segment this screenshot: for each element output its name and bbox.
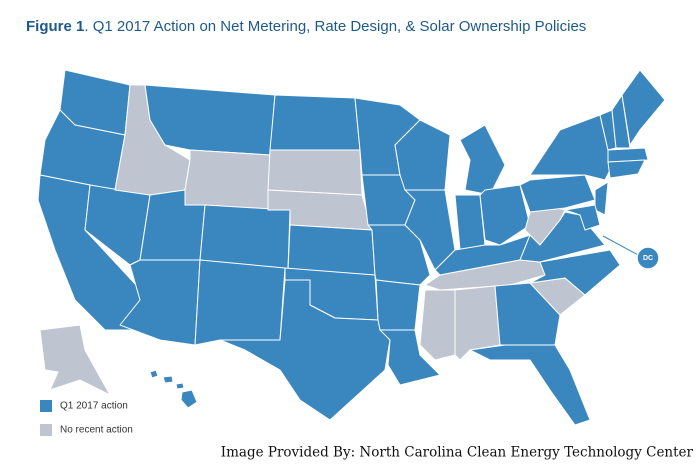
state [184, 149, 271, 211]
state [175, 382, 185, 390]
state [375, 279, 421, 331]
state [144, 84, 276, 156]
state [419, 289, 456, 361]
state [267, 149, 363, 196]
state [529, 114, 611, 181]
state [611, 94, 631, 149]
state [194, 259, 286, 346]
figure-title-text: . Q1 2017 Action on Net Metering, Rate D… [84, 18, 586, 35]
dc-marker [636, 246, 660, 270]
state [269, 94, 361, 151]
state [180, 389, 198, 409]
state [607, 159, 646, 179]
state [607, 147, 649, 163]
state [162, 375, 174, 384]
figure-label: Figure 1 [26, 18, 84, 35]
state [199, 204, 291, 271]
state [459, 124, 506, 196]
dc-leader [602, 235, 641, 257]
legend-swatch [40, 400, 52, 412]
legend-label: No recent action [60, 425, 133, 436]
state [564, 204, 601, 231]
dc-label: DC [643, 255, 653, 262]
state [39, 324, 111, 396]
state [469, 344, 591, 426]
legend-label: Q1 2017 action [60, 401, 128, 412]
state [529, 249, 621, 296]
state [594, 181, 609, 216]
image-credit: Image Provided By: North Carolina Clean … [221, 445, 694, 461]
figure-title: Figure 1. Q1 2017 Action on Net Metering… [26, 18, 586, 35]
us-states [37, 69, 666, 426]
state [621, 69, 666, 146]
state [219, 279, 391, 421]
state [149, 369, 159, 379]
legend: Q1 2017 action No recent action [40, 400, 133, 436]
state [379, 329, 441, 386]
legend-swatch [40, 424, 52, 436]
state [287, 224, 376, 276]
state [479, 184, 531, 246]
